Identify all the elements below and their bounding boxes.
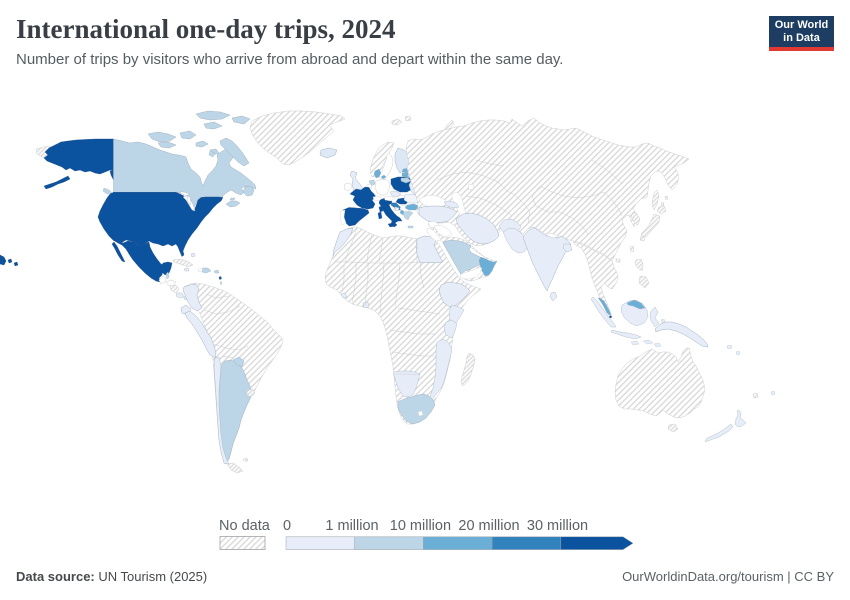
svg-text:No data: No data	[219, 518, 271, 534]
svg-text:10 million: 10 million	[390, 518, 451, 534]
svg-text:1 million: 1 million	[325, 518, 378, 534]
svg-text:20 million: 20 million	[458, 518, 519, 534]
svg-text:0: 0	[283, 518, 291, 534]
svg-text:30 million: 30 million	[527, 518, 588, 534]
